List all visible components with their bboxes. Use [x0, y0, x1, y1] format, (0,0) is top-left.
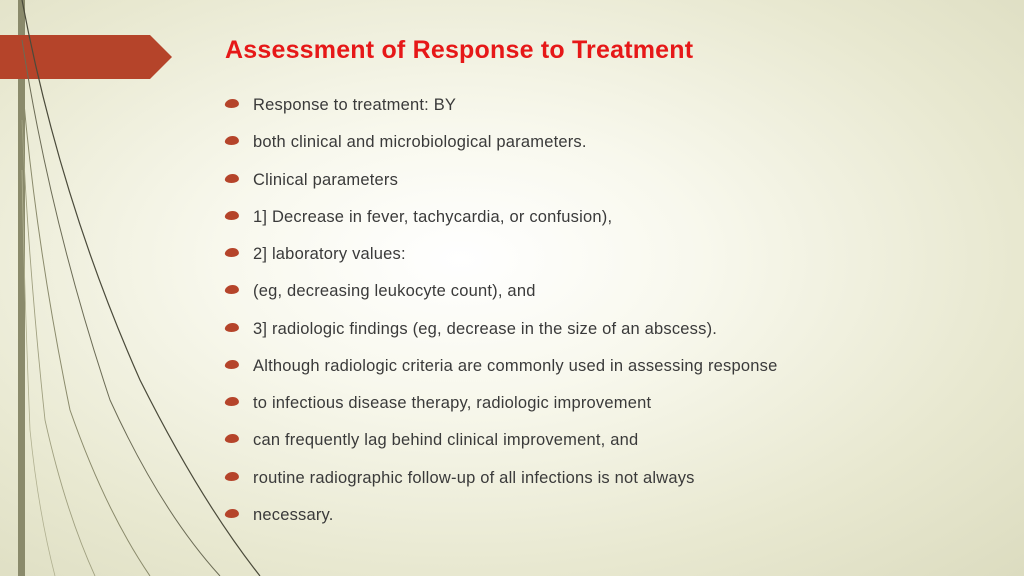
list-item: Clinical parameters — [225, 168, 985, 193]
list-item: 3] radiologic findings (eg, decrease in … — [225, 317, 985, 342]
list-item: can frequently lag behind clinical impro… — [225, 428, 985, 453]
list-item: Response to treatment: BY — [225, 93, 985, 118]
list-item: necessary. — [225, 503, 985, 528]
list-item: 1] Decrease in fever, tachycardia, or co… — [225, 205, 985, 230]
list-item: 2] laboratory values: — [225, 242, 985, 267]
slide-title: Assessment of Response to Treatment — [225, 36, 985, 65]
arrow-banner — [0, 35, 150, 79]
list-item: Although radiologic criteria are commonl… — [225, 354, 985, 379]
list-item: both clinical and microbiological parame… — [225, 130, 985, 155]
bullet-list: Response to treatment: BY both clinical … — [225, 93, 985, 528]
slide-content: Assessment of Response to Treatment Resp… — [225, 36, 985, 540]
list-item: to infectious disease therapy, radiologi… — [225, 391, 985, 416]
left-accent-bar — [18, 0, 25, 576]
list-item: routine radiographic follow-up of all in… — [225, 466, 985, 491]
list-item: (eg, decreasing leukocyte count), and — [225, 279, 985, 304]
